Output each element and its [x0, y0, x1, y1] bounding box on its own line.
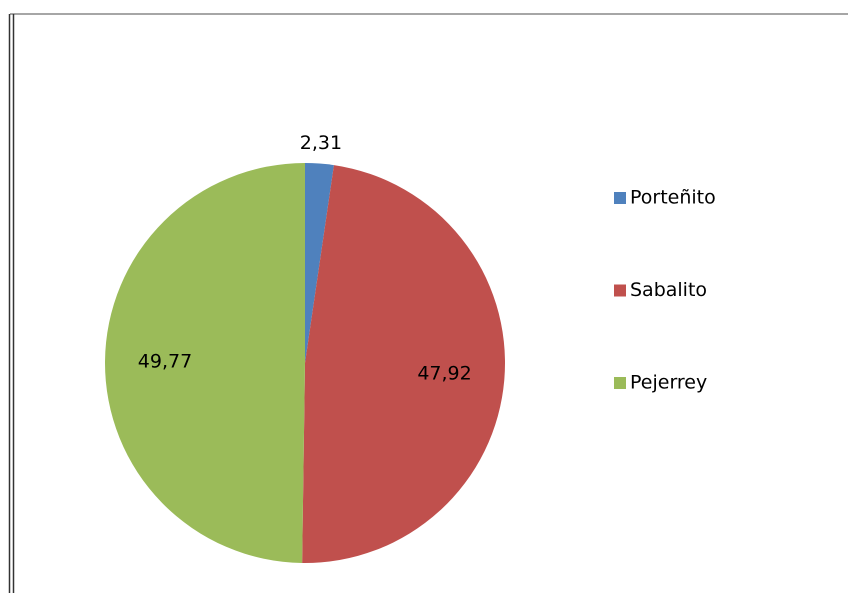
legend-swatch — [614, 377, 626, 389]
data-label: 47,92 — [417, 363, 471, 385]
legend-label: Porteñito — [630, 187, 716, 209]
legend-label: Pejerrey — [630, 372, 707, 394]
plot: 2,31 47,92 49,77 — [105, 132, 506, 563]
pie-slice — [105, 163, 305, 563]
pie-slice — [305, 163, 334, 363]
data-label: 2,31 — [300, 132, 342, 154]
pie-slice — [302, 165, 506, 563]
legend-label: Sabalito — [630, 279, 707, 301]
legend: Porteñito Sabalito Pejerrey — [614, 187, 716, 394]
data-label: 49,77 — [138, 350, 192, 372]
legend-swatch — [614, 192, 626, 204]
legend-swatch — [614, 284, 626, 297]
